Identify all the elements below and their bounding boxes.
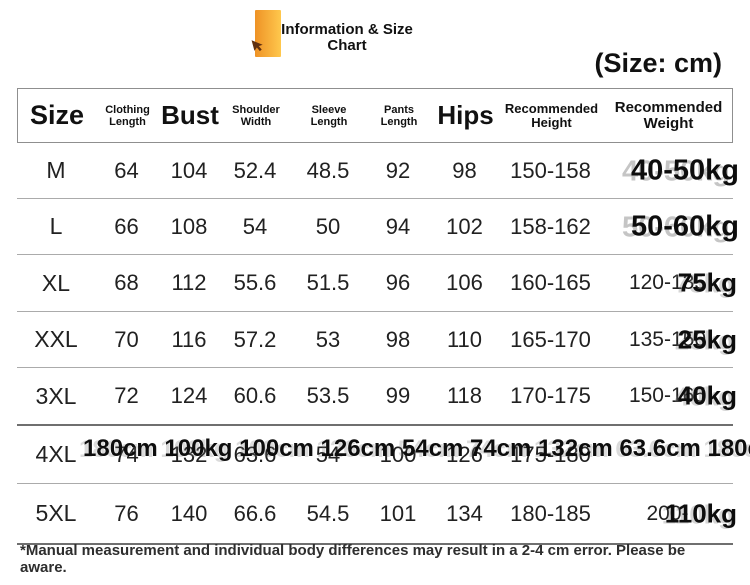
cell-recommended-height: 165-170	[510, 326, 591, 352]
table-header-row: Size Clothing Length Bust Shoulder Width…	[17, 88, 733, 143]
page-title-line2: Chart	[327, 37, 367, 54]
header-size: Size	[29, 100, 85, 130]
cell-recommended-weight: 150-165 40kg	[602, 368, 737, 424]
cell-size: L	[49, 213, 63, 239]
cell-sleeve-length: 51.5	[306, 270, 350, 295]
cell-sleeve-length: 53	[315, 326, 341, 352]
cell-clothing-length: 76	[114, 500, 139, 526]
table-row: XXL 70 116 57.2 53 98 110 165-170 135-15…	[17, 312, 737, 368]
cell-hips: 98	[452, 157, 477, 183]
cell-recommended-weight: 135-150 25kg	[602, 312, 737, 367]
cell-hips: 110	[446, 326, 483, 352]
cell-recommended-height: 160-165	[510, 270, 591, 295]
header-recommended-weight: Recommended Weight	[614, 98, 723, 132]
cell-sleeve-length: 54.5	[306, 500, 350, 526]
cell-pants-length: 98	[385, 326, 411, 352]
header-bust: Bust	[161, 100, 219, 130]
weight-bold-overlay: 40kg	[677, 380, 737, 411]
cell-size: XXL	[34, 326, 78, 352]
cell-shoulder-width: 54	[242, 213, 268, 239]
cell-pants-length: 99	[385, 383, 411, 408]
cell-clothing-length: 64	[114, 157, 139, 183]
page-title: Information & Size Chart	[267, 22, 427, 54]
cell-pants-length: 96	[385, 270, 411, 295]
cell-sleeve-length: 54	[315, 441, 341, 467]
header-shoulder-width: Shoulder Width	[232, 103, 280, 128]
cell-size: 4XL	[35, 441, 77, 467]
cell-sleeve-length: 53.5	[306, 383, 350, 408]
cell-size: M	[46, 157, 66, 183]
weight-bold-overlay: 25kg	[677, 324, 737, 354]
cell-bust: 108	[170, 213, 208, 239]
header-pants-length: Pants Length	[380, 103, 418, 128]
table-row: XL 68 112 55.6 51.5 96 106 160-165 120-1…	[17, 255, 737, 312]
table-row: 5XL 76 140 66.6 54.5 101 134 180-185 200…	[17, 484, 737, 545]
cell-clothing-length: 66	[114, 213, 139, 239]
cell-recommended-weight: 120-135 75kg	[602, 255, 737, 311]
cell-recommended-weight: 200- 110kg	[602, 484, 737, 543]
cell-bust: 116	[171, 326, 207, 352]
cell-shoulder-width: 60.6	[233, 383, 277, 408]
cell-pants-length: 92	[385, 157, 411, 183]
cell-bust: 112	[171, 270, 207, 295]
weight-bold-overlay: 75kg	[677, 267, 737, 298]
weight-bold-overlay: 40-50kg	[630, 154, 739, 186]
cell-shoulder-width: 57.2	[233, 326, 277, 352]
size-unit-label: (Size: cm)	[594, 48, 722, 78]
cell-bust: 132	[170, 441, 208, 467]
cell-pants-length: 101	[379, 500, 417, 526]
cell-clothing-length: 68	[114, 270, 139, 295]
cell-hips: 102	[446, 213, 483, 239]
cell-recommended-weight: 50-60kg	[602, 199, 739, 254]
cell-shoulder-width: 52.4	[233, 157, 277, 183]
cell-clothing-length: 74	[114, 441, 139, 467]
weight-base-text: 200-	[646, 501, 689, 525]
table-row: L 66 108 54 50 94 102 158-162 50-60kg	[17, 199, 739, 255]
cell-clothing-length: 72	[114, 383, 139, 408]
cell-sleeve-length: 50	[315, 213, 341, 239]
weight-base-text: 120-135	[628, 271, 707, 294]
size-table: Size Clothing Length Bust Shoulder Width…	[17, 88, 750, 545]
header-clothing-length: Clothing Length	[105, 103, 150, 128]
cell-sleeve-length: 48.5	[306, 157, 350, 183]
cell-pants-length: 100	[379, 441, 417, 467]
cell-size: 3XL	[35, 382, 77, 409]
cell-shoulder-width: 66.6	[233, 500, 277, 526]
cell-size: XL	[41, 269, 71, 296]
cell-pants-length: 94	[385, 213, 411, 239]
measurement-disclaimer: *Manual measurement and individual body …	[20, 542, 686, 576]
weight-base-text: 135-150	[628, 327, 707, 351]
header-recommended-height: Recommended Height	[504, 100, 599, 130]
cell-shoulder-width: 55.6	[233, 270, 277, 295]
click-cursor-icon	[251, 40, 263, 52]
cell-recommended-weight: 40-50kg	[602, 143, 739, 198]
cell-clothing-length: 70	[114, 326, 139, 352]
page-title-line1: Information & Size	[281, 21, 413, 38]
cell-recommended-height: 170-175	[510, 383, 591, 408]
header-sleeve-length: Sleeve Length	[310, 103, 348, 128]
table-row: 3XL 72 124 60.6 53.5 99 118 170-175 150-…	[17, 368, 737, 426]
cell-bust: 104	[170, 157, 208, 183]
cell-hips: 134	[446, 500, 483, 526]
cell-recommended-height: 158-162	[510, 213, 591, 239]
header-hips: Hips	[437, 100, 494, 130]
cell-shoulder-width: 63.6	[233, 441, 277, 467]
cell-bust: 140	[170, 500, 208, 526]
cell-recommended-height: 180-185	[510, 500, 591, 526]
weight-bold-overlay: 50-60kg	[630, 210, 739, 242]
cell-recommended-height: 175-180	[510, 441, 591, 467]
table-row: M 64 104 52.4 48.5 92 98 150-158 40-50kg	[17, 143, 739, 199]
cell-hips: 106	[446, 270, 483, 295]
cell-hips: 126	[446, 441, 483, 467]
weight-base-text: 150-165	[628, 384, 707, 407]
weight-bold-overlay: 110kg	[664, 498, 737, 528]
table-row: 4XL 74 132 63.6 54 100 126 175-180	[17, 426, 733, 484]
cell-recommended-weight	[602, 426, 733, 483]
cell-recommended-height: 150-158	[510, 157, 591, 183]
cell-size: 5XL	[35, 500, 77, 526]
cell-bust: 124	[170, 383, 208, 408]
cell-hips: 118	[446, 383, 483, 408]
